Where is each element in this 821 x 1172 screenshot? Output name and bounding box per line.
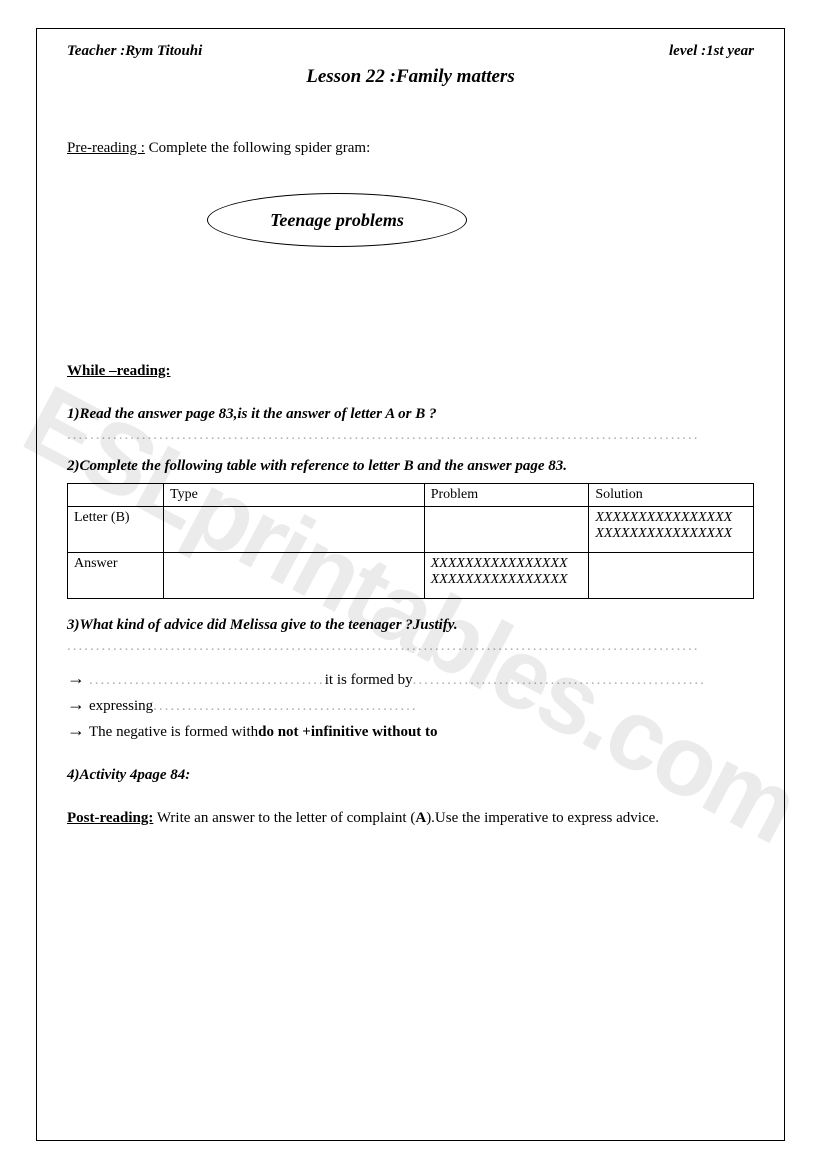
- teacher-label: Teacher :Rym Titouhi: [67, 43, 202, 60]
- question-3: 3)What kind of advice did Melissa give t…: [67, 617, 754, 655]
- pre-reading-heading: Pre-reading : Complete the following spi…: [67, 140, 754, 157]
- arrow-line-3: → The negative is formed with do not +in…: [67, 721, 754, 741]
- arrow-icon: →: [67, 695, 85, 713]
- post-reading-section: Post-reading: Write an answer to the let…: [67, 810, 754, 827]
- table-header-solution: Solution: [589, 484, 754, 507]
- cell-solution: [589, 553, 754, 599]
- cell-solution: XXXXXXXXXXXXXXXX XXXXXXXXXXXXXXXX: [589, 507, 754, 553]
- lesson-title: Lesson 22 :Family matters: [67, 66, 754, 88]
- while-reading-heading: While –reading:: [67, 363, 754, 380]
- header-row: Teacher :Rym Titouhi level :1st year: [67, 43, 754, 60]
- spider-gram: Teenage problems: [67, 193, 754, 273]
- question-4: 4)Activity 4page 84:: [67, 767, 754, 784]
- table-header-problem: Problem: [424, 484, 589, 507]
- spider-center-ellipse: Teenage problems: [207, 193, 467, 247]
- cell-type: [164, 553, 425, 599]
- pre-reading-instruction: Complete the following spider gram:: [149, 140, 371, 156]
- cell-problem: XXXXXXXXXXXXXXXX XXXXXXXXXXXXXXXX: [424, 553, 589, 599]
- question-1: 1)Read the answer page 83,is it the answ…: [67, 406, 754, 444]
- cell-type: [164, 507, 425, 553]
- question-2: 2)Complete the following table with refe…: [67, 458, 754, 475]
- answer-line: ........................................…: [67, 638, 754, 655]
- table-row: Answer XXXXXXXXXXXXXXXX XXXXXXXXXXXXXXXX: [68, 553, 754, 599]
- cell-problem: [424, 507, 589, 553]
- arrow-line-2: → expressing ...........................…: [67, 695, 754, 715]
- arrow-line-1: → ......................................…: [67, 669, 754, 689]
- arrow-icon: →: [67, 721, 85, 739]
- grammar-rule: do not +infinitive without to: [258, 724, 437, 741]
- answer-line: ........................................…: [67, 427, 754, 444]
- post-reading-label: Post-reading:: [67, 810, 153, 826]
- table-header-blank: [68, 484, 164, 507]
- table-row: Letter (B) XXXXXXXXXXXXXXXX XXXXXXXXXXXX…: [68, 507, 754, 553]
- level-label: level :1st year: [669, 43, 754, 60]
- pre-reading-label: Pre-reading :: [67, 140, 145, 156]
- table-header-type: Type: [164, 484, 425, 507]
- reference-table: Type Problem Solution Letter (B) XXXXXXX…: [67, 483, 754, 599]
- row-label: Answer: [68, 553, 164, 599]
- arrow-icon: →: [67, 669, 85, 687]
- table-header-row: Type Problem Solution: [68, 484, 754, 507]
- row-label: Letter (B): [68, 507, 164, 553]
